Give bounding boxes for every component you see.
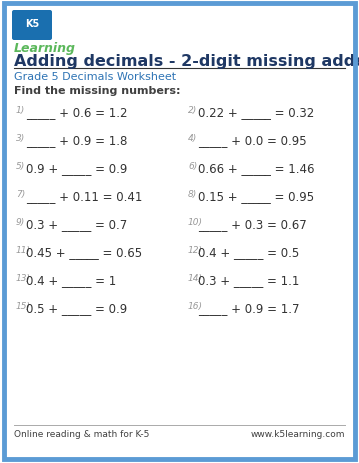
Text: 3): 3) — [16, 134, 25, 143]
Text: _____ + 0.9 = 1.8: _____ + 0.9 = 1.8 — [26, 134, 127, 147]
Text: 0.45 + _____ = 0.65: 0.45 + _____ = 0.65 — [26, 245, 142, 258]
Text: K5: K5 — [25, 19, 39, 29]
Text: Learning: Learning — [14, 42, 76, 55]
Text: _____ + 0.6 = 1.2: _____ + 0.6 = 1.2 — [26, 106, 127, 119]
Text: 7): 7) — [16, 189, 25, 199]
Text: 2): 2) — [188, 106, 197, 115]
Text: Adding decimals - 2-digit missing addend: Adding decimals - 2-digit missing addend — [14, 54, 359, 69]
Text: _____ + 0.11 = 0.41: _____ + 0.11 = 0.41 — [26, 189, 143, 203]
Text: 10): 10) — [188, 218, 203, 226]
Text: 15): 15) — [16, 301, 31, 310]
Text: 9): 9) — [16, 218, 25, 226]
Text: 1): 1) — [16, 106, 25, 115]
FancyBboxPatch shape — [12, 11, 52, 41]
Text: Grade 5 Decimals Worksheet: Grade 5 Decimals Worksheet — [14, 72, 176, 82]
Text: 0.3 + _____ = 0.7: 0.3 + _____ = 0.7 — [26, 218, 127, 231]
Text: Online reading & math for K-5: Online reading & math for K-5 — [14, 429, 149, 438]
Text: 12): 12) — [188, 245, 203, 255]
Text: 11): 11) — [16, 245, 31, 255]
Text: 0.66 + _____ = 1.46: 0.66 + _____ = 1.46 — [198, 162, 314, 175]
Text: 8): 8) — [188, 189, 197, 199]
Text: _____ + 0.3 = 0.67: _____ + 0.3 = 0.67 — [198, 218, 307, 231]
Text: Find the missing numbers:: Find the missing numbers: — [14, 86, 181, 96]
Text: 0.9 + _____ = 0.9: 0.9 + _____ = 0.9 — [26, 162, 127, 175]
Text: 0.15 + _____ = 0.95: 0.15 + _____ = 0.95 — [198, 189, 314, 203]
Text: 6): 6) — [188, 162, 197, 171]
Text: 5): 5) — [16, 162, 25, 171]
Text: 0.4 + _____ = 1: 0.4 + _____ = 1 — [26, 274, 116, 287]
Text: 0.22 + _____ = 0.32: 0.22 + _____ = 0.32 — [198, 106, 314, 119]
Text: 0.4 + _____ = 0.5: 0.4 + _____ = 0.5 — [198, 245, 299, 258]
Text: 14): 14) — [188, 274, 203, 282]
Text: _____ + 0.9 = 1.7: _____ + 0.9 = 1.7 — [198, 301, 299, 314]
Text: 4): 4) — [188, 134, 197, 143]
Text: 0.5 + _____ = 0.9: 0.5 + _____ = 0.9 — [26, 301, 127, 314]
Text: 13): 13) — [16, 274, 31, 282]
Text: _____ + 0.0 = 0.95: _____ + 0.0 = 0.95 — [198, 134, 307, 147]
Text: 0.3 + _____ = 1.1: 0.3 + _____ = 1.1 — [198, 274, 299, 287]
Text: 16): 16) — [188, 301, 203, 310]
Text: www.k5learning.com: www.k5learning.com — [251, 429, 345, 438]
